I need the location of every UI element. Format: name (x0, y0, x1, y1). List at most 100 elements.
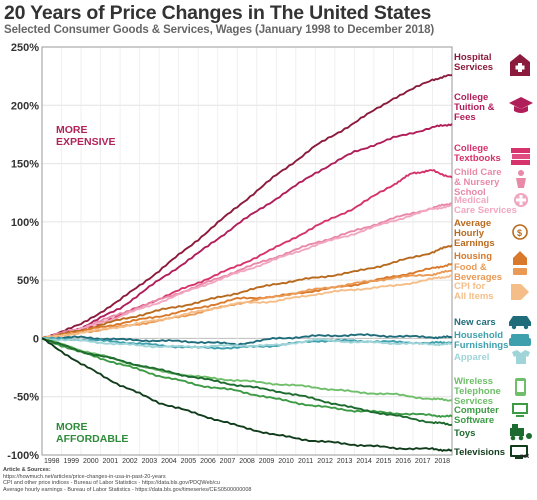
series-label-housing: Housing (454, 251, 492, 262)
series-line (41, 74, 453, 340)
series-label-cpi: CPI for (454, 281, 485, 292)
child-icon (516, 170, 526, 188)
medical-icon (514, 193, 528, 207)
series-lines (41, 74, 453, 452)
x-tick-label: 1999 (63, 458, 79, 465)
x-tick-label: 2007 (220, 458, 236, 465)
zone-label-affordable: AFFORDABLE (56, 433, 128, 445)
x-tick-label: 2004 (161, 458, 177, 465)
y-axis-ticks: 250% 200% 150% 100% 50% 0 -50% -100% (7, 42, 39, 462)
x-tick-label: 2002 (122, 458, 138, 465)
series-label-textbooks: College (454, 143, 488, 154)
series-line (41, 169, 453, 340)
sources-heading: Article & Sources: (3, 467, 51, 473)
y-tick-label: 250% (11, 42, 39, 54)
series-label-food: Food & (454, 262, 487, 273)
x-tick-label: 2013 (337, 458, 353, 465)
series-label-software: Software (454, 415, 494, 426)
y-tick-label: -50% (13, 392, 39, 404)
series-label-cpi: All Items (454, 291, 494, 302)
price-tag-icon (511, 284, 529, 300)
x-tick-label: 2018 (434, 458, 450, 465)
x-tick-label: 2008 (239, 458, 255, 465)
y-tick-label: 200% (11, 100, 39, 112)
series-label-software: Computer (454, 405, 499, 416)
series-line (42, 202, 453, 340)
series-label-furnishings: Household (454, 330, 503, 341)
zone-label-expensive: MORE (56, 124, 88, 136)
series-label-apparel: Apparel (454, 352, 489, 363)
chart-title: 20 Years of Price Changes in The United … (4, 2, 432, 24)
series-line (41, 123, 453, 340)
series-label-food: Beverages (454, 272, 502, 283)
plot-frame (41, 46, 453, 456)
series-line (41, 204, 453, 340)
series-label-earnings: Average (454, 218, 491, 229)
computer-icon (512, 403, 528, 417)
zone-label-expensive: EXPENSIVE (56, 136, 116, 148)
series-label-hospital: Hospital (454, 52, 491, 63)
series-label-childcare: Child Care (454, 167, 502, 178)
series-line (41, 337, 453, 418)
series-label-tuition: College (454, 92, 488, 103)
y-tick-label: 150% (11, 159, 39, 171)
sources: Article & Sources: https://howmuch.net/a… (3, 467, 251, 493)
y-tick-label: -100% (7, 450, 39, 462)
phone-icon (515, 378, 526, 396)
series-label-childcare: & Nursery (454, 177, 500, 188)
y-tick-label: 100% (11, 217, 39, 229)
series-label-wireless: Services (454, 396, 493, 407)
series-line (41, 274, 453, 340)
x-tick-label: 2015 (376, 458, 392, 465)
x-tick-label: 2003 (142, 458, 158, 465)
series-line (41, 337, 453, 452)
series-icons: $ (509, 54, 533, 459)
y-tick-label: 0 (33, 333, 39, 345)
series-line (41, 333, 453, 347)
hospital-icon (510, 54, 530, 76)
x-tick-label: 2016 (395, 458, 411, 465)
series-line (41, 337, 453, 427)
series-label-textbooks: Textbooks (454, 153, 501, 164)
shirt-icon (512, 350, 530, 364)
x-tick-label: 2001 (103, 458, 119, 465)
x-tick-label: 2005 (181, 458, 197, 465)
books-icon (511, 148, 530, 165)
series-label-toys: Toys (454, 428, 475, 439)
svg-text:$: $ (517, 228, 522, 238)
x-tick-label: 2017 (415, 458, 431, 465)
series-label-newcars: New cars (454, 317, 496, 328)
series-label-medical: Medical (454, 195, 489, 206)
series-label-hospital: Services (454, 62, 493, 73)
car-icon (509, 316, 531, 330)
x-tick-label: 2006 (200, 458, 216, 465)
x-tick-label: 2000 (83, 458, 99, 465)
zone-label-affordable: MORE (56, 421, 88, 433)
x-tick-label: 1998 (44, 458, 60, 465)
x-tick-label: 2012 (317, 458, 333, 465)
sofa-icon (509, 334, 531, 346)
series-label-medical: Care Services (454, 205, 517, 216)
series-label-tuition: Tuition & (454, 102, 495, 113)
series-label-wireless: Telephone (454, 386, 501, 397)
source-line: https://howmuch.net/articles/price-chang… (3, 473, 166, 480)
source-line: CPI and other price indices - Bureau of … (3, 480, 220, 487)
money-icon: $ (512, 224, 528, 240)
series-label-earnings: Hourly (454, 228, 485, 239)
food-icon (513, 268, 527, 275)
toy-icon (510, 424, 532, 441)
x-tick-label: 2014 (356, 458, 372, 465)
series-line (41, 244, 453, 340)
x-tick-label: 2011 (298, 458, 313, 465)
x-tick-label: 2009 (259, 458, 275, 465)
chart-subtitle: Selected Consumer Goods & Services, Wage… (4, 24, 435, 36)
series-label-earnings: Earnings (454, 238, 495, 249)
y-tick-label: 50% (17, 275, 39, 287)
series-label-tv: Televisions (454, 447, 505, 458)
brand-mark: net (520, 454, 529, 460)
series-line (41, 337, 453, 349)
series-label-wireless: Wireless (454, 376, 493, 387)
